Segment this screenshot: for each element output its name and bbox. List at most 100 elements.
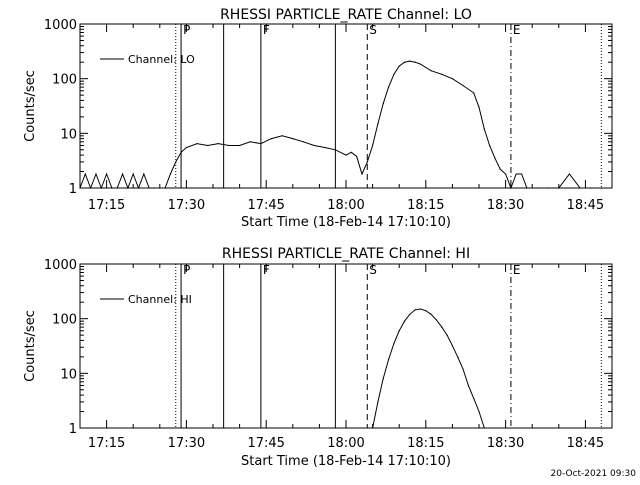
- data-point: [558, 187, 560, 189]
- data-point: [414, 61, 416, 63]
- data-point: [478, 106, 480, 108]
- data-point: [526, 187, 528, 189]
- chart-panel-1: RHESSI PARTICLE_RATE Channel: LO 1 10 100 10…: [23, 7, 613, 230]
- data-point: [419, 63, 422, 65]
- data-point: [398, 65, 400, 67]
- y-tick-label: 100: [52, 313, 77, 328]
- data-point: [403, 61, 406, 63]
- data-point: [393, 342, 395, 345]
- data-point: [403, 320, 406, 322]
- legend-label: Channel: HI: [128, 293, 192, 306]
- event-marker-label: S: [369, 263, 377, 277]
- data-point: [175, 161, 177, 163]
- data-point: [137, 187, 140, 189]
- chart-panel-2: RHESSI PARTICLE_RATE Channel: HI 1 10 100 10…: [23, 246, 613, 469]
- data-point: [425, 66, 427, 69]
- data-point: [446, 334, 448, 336]
- data-point: [164, 187, 166, 189]
- y-tick-label: 100: [52, 73, 77, 88]
- data-point: [159, 187, 161, 189]
- data-point: [302, 141, 305, 143]
- data-point: [451, 78, 453, 80]
- chart-title: RHESSI PARTICLE_RATE Channel: LO: [220, 7, 472, 23]
- data-point: [334, 149, 336, 151]
- data-point: [84, 173, 86, 175]
- data-point: [600, 187, 602, 189]
- data-point: [281, 135, 283, 137]
- data-point: [393, 73, 395, 75]
- data-point: [494, 157, 496, 159]
- data-point: [180, 151, 182, 153]
- data-point: [409, 60, 411, 62]
- y-axis-label: Counts/sec: [23, 70, 38, 142]
- data-point: [441, 73, 443, 75]
- data-point: [505, 173, 507, 175]
- data-point: [547, 187, 549, 189]
- event-marker-label: F: [263, 23, 270, 37]
- data-point: [207, 144, 209, 147]
- data-point: [377, 401, 379, 403]
- data-point: [536, 187, 539, 189]
- data-point: [249, 141, 251, 143]
- data-point: [510, 187, 512, 189]
- x-tick-label: 18:00: [327, 198, 364, 213]
- data-point: [515, 173, 517, 175]
- series-line-1: [372, 308, 485, 429]
- y-tick-label: 1: [69, 422, 77, 437]
- data-point: [377, 123, 379, 125]
- data-point: [382, 378, 384, 380]
- x-tick-label: 18:45: [567, 198, 604, 213]
- data-point: [483, 427, 485, 429]
- data-point: [451, 345, 453, 347]
- data-point: [435, 319, 438, 321]
- data-point: [148, 187, 150, 189]
- data-point: [387, 358, 390, 360]
- data-point: [132, 173, 134, 175]
- event-marker-label: P: [183, 23, 190, 37]
- data-point: [366, 161, 368, 163]
- data-point: [185, 146, 187, 149]
- data-point: [95, 173, 97, 175]
- footer-timestamp: 20-Oct-2021 09:30: [551, 469, 637, 479]
- data-point: [462, 84, 464, 87]
- data-point: [372, 427, 374, 429]
- data-point: [350, 151, 352, 153]
- data-point: [143, 173, 145, 175]
- data-point: [462, 368, 464, 370]
- y-tick-label: 1000: [44, 258, 77, 273]
- data-point: [361, 173, 363, 175]
- chart-title: RHESSI PARTICLE_RATE Channel: HI: [222, 246, 470, 262]
- event-marker-label: F: [263, 263, 270, 277]
- x-tick-label: 17:15: [88, 198, 125, 213]
- data-point: [568, 173, 571, 175]
- plot-frame: [79, 23, 613, 189]
- data-point: [121, 173, 124, 175]
- data-point: [169, 173, 172, 175]
- data-point: [467, 384, 469, 387]
- series-line-1: [79, 60, 602, 190]
- x-tick-label: 18:15: [407, 436, 444, 451]
- data-point: [196, 142, 198, 145]
- x-tick-label: 18:15: [407, 198, 444, 213]
- data-point: [153, 187, 156, 189]
- data-point: [478, 410, 480, 413]
- data-point: [441, 326, 443, 328]
- y-axis-label: Counts/sec: [23, 310, 38, 382]
- event-marker-label: P: [183, 263, 190, 277]
- data-point: [430, 70, 432, 72]
- event-marker-label: S: [369, 23, 377, 37]
- x-tick-label: 17:30: [168, 436, 205, 451]
- x-tick-label: 17:15: [88, 436, 125, 451]
- data-point: [473, 397, 475, 399]
- x-tick-label: 18:00: [327, 436, 364, 451]
- data-point: [270, 138, 273, 140]
- data-point: [372, 144, 374, 147]
- data-point: [398, 330, 400, 332]
- x-tick-label: 17:30: [168, 198, 205, 213]
- data-point: [457, 356, 459, 358]
- data-point: [483, 128, 485, 130]
- data-point: [499, 168, 501, 170]
- data-point: [419, 308, 422, 310]
- data-point: [106, 173, 108, 175]
